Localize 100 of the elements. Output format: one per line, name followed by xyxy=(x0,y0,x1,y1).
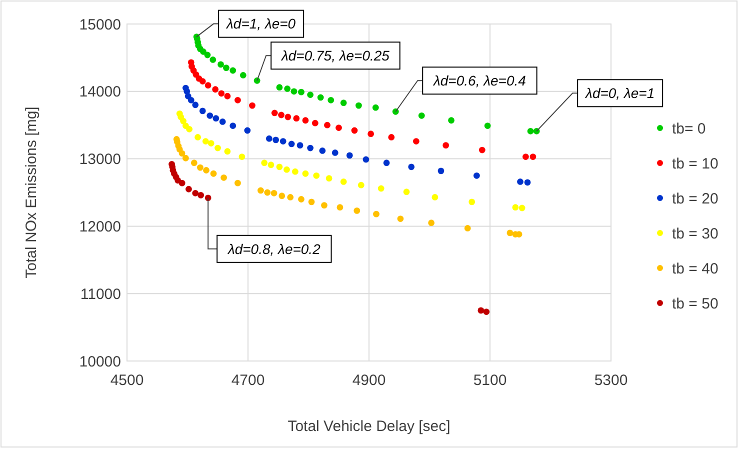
point xyxy=(298,196,304,202)
point xyxy=(473,172,480,179)
point xyxy=(403,188,410,196)
point xyxy=(308,198,315,206)
point xyxy=(524,179,531,186)
point xyxy=(478,307,484,314)
point xyxy=(438,168,444,174)
annotation: λd=0.8, λe=0.2 xyxy=(226,240,321,257)
point xyxy=(244,127,251,134)
point xyxy=(527,128,534,134)
y-tick-label: 11000 xyxy=(80,286,121,303)
point xyxy=(317,94,324,101)
point xyxy=(190,160,198,166)
point xyxy=(397,216,404,222)
point xyxy=(483,308,490,315)
point xyxy=(290,88,298,95)
point xyxy=(340,100,347,106)
point xyxy=(224,148,231,155)
point xyxy=(336,124,342,131)
point xyxy=(188,96,194,104)
point xyxy=(212,86,219,93)
point xyxy=(312,120,318,126)
point xyxy=(412,138,420,144)
point xyxy=(346,152,353,159)
x-tick-label: 5100 xyxy=(473,372,507,389)
annotation: λd=0, λe=1 xyxy=(584,85,655,102)
point xyxy=(378,185,384,192)
point xyxy=(204,52,211,58)
point xyxy=(321,202,328,209)
point xyxy=(428,220,435,226)
point xyxy=(373,210,380,218)
point xyxy=(307,92,314,98)
point xyxy=(278,192,286,200)
point xyxy=(203,167,210,174)
point xyxy=(307,144,314,152)
point xyxy=(220,174,227,181)
point xyxy=(278,112,284,118)
point xyxy=(522,154,529,160)
point xyxy=(356,102,362,109)
point xyxy=(230,122,236,129)
point xyxy=(223,64,230,72)
annotation: λd=1, λe=0 xyxy=(226,16,296,32)
point xyxy=(284,166,290,173)
point xyxy=(210,170,217,177)
point xyxy=(284,114,292,120)
point xyxy=(240,72,246,78)
point xyxy=(284,86,291,92)
point xyxy=(448,117,454,124)
point xyxy=(296,142,304,149)
point xyxy=(234,96,241,104)
point xyxy=(180,118,186,124)
point xyxy=(270,190,278,196)
point xyxy=(218,61,224,68)
point xyxy=(178,150,186,157)
point xyxy=(388,134,395,140)
point xyxy=(266,135,272,142)
legend-label: tb = 50 xyxy=(672,295,718,312)
point xyxy=(517,178,524,185)
legend-label: tb = 20 xyxy=(672,190,718,208)
y-axis-title: Total NOx Emissions [mg] xyxy=(23,106,40,278)
point xyxy=(212,115,220,122)
point xyxy=(199,78,206,84)
point xyxy=(198,192,204,198)
x-tick-label: 4700 xyxy=(231,372,265,389)
point xyxy=(328,96,334,104)
point xyxy=(442,142,450,149)
point xyxy=(432,194,438,200)
point xyxy=(512,204,519,211)
point xyxy=(230,67,236,74)
point xyxy=(468,198,476,206)
point xyxy=(200,48,206,55)
point xyxy=(313,172,320,179)
point xyxy=(506,230,514,236)
point xyxy=(484,122,491,129)
point xyxy=(197,164,204,171)
point xyxy=(192,190,199,196)
point xyxy=(192,102,199,108)
point xyxy=(332,150,338,156)
y-tick-label: 15000 xyxy=(79,16,121,34)
y-tick-label: 14000 xyxy=(79,84,121,101)
point xyxy=(293,115,300,122)
point xyxy=(178,180,186,186)
point xyxy=(319,148,326,154)
point xyxy=(336,204,344,211)
point xyxy=(258,187,264,194)
point xyxy=(186,126,193,132)
point xyxy=(264,189,271,196)
point xyxy=(224,92,231,100)
x-tick-label: 4900 xyxy=(352,372,386,389)
point xyxy=(383,160,390,166)
annotation: λd=0.75, λe=0.25 xyxy=(280,48,390,64)
legend-label: tb = 40 xyxy=(672,260,718,278)
point xyxy=(204,82,212,89)
y-tick-label: 12000 xyxy=(79,218,121,236)
point xyxy=(418,112,425,119)
point xyxy=(354,208,360,214)
point xyxy=(268,162,274,168)
x-tick-label: 5300 xyxy=(594,372,628,389)
x-tick-label: 4500 xyxy=(110,372,144,389)
point xyxy=(351,127,358,134)
